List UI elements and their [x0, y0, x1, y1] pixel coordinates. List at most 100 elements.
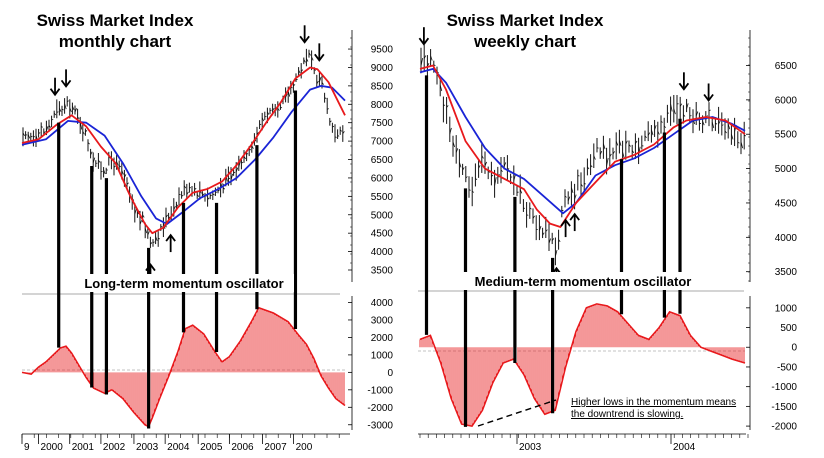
left-price-tick	[74, 108, 77, 113]
left-price-tick	[324, 97, 327, 100]
left-price-tick	[176, 203, 179, 207]
left-osc-ytick-label: 4000	[371, 298, 394, 309]
left-price-tick	[124, 174, 127, 178]
left-price-tick	[43, 131, 46, 134]
right-price-tick	[571, 187, 574, 194]
left-xtick-label: 2005	[200, 442, 223, 453]
left-price-ytick-label: 3500	[371, 266, 394, 277]
right-price-tick	[593, 155, 596, 160]
right-price-tick	[635, 140, 638, 144]
left-price-tick	[319, 77, 322, 83]
right-osc-line	[419, 303, 746, 427]
left-price-ytick-label: 7500	[371, 118, 394, 129]
left-osc-ytick-label: -1000	[367, 385, 393, 396]
right-price-tick	[599, 150, 603, 155]
right-price-tick	[478, 165, 481, 169]
left-price-ytick-label: 8000	[371, 100, 394, 111]
left-price-ytick-label: 6000	[371, 173, 394, 184]
left-price-tick	[144, 228, 148, 234]
right-price-tick	[663, 125, 667, 128]
left-price-tick	[85, 130, 88, 133]
right-price-tick	[481, 155, 484, 159]
left-down-arrow-icon	[299, 25, 310, 44]
right-price-tick	[673, 108, 676, 115]
right-price-ytick-label: 4000	[775, 233, 798, 244]
right-price-tick	[548, 238, 551, 244]
left-price-tick	[41, 126, 43, 128]
right-price-tick	[574, 194, 577, 200]
left-price-tick	[339, 129, 343, 132]
right-price-tick	[628, 144, 631, 147]
right-price-tick	[625, 140, 628, 145]
left-price-tick	[222, 187, 226, 190]
left-price-tick	[46, 126, 49, 131]
left-price-tick	[38, 132, 41, 134]
left-price-tick	[217, 189, 220, 192]
right-price-tick	[609, 153, 612, 157]
left-price-tick	[165, 214, 168, 218]
left-price-tick	[316, 80, 319, 85]
left-osc-ytick-label: -3000	[367, 420, 393, 431]
left-price-tick	[241, 161, 244, 164]
right-price-tick	[603, 143, 606, 150]
left-price-tick	[256, 132, 259, 135]
right-price-tick	[670, 103, 673, 112]
left-price-tick	[332, 125, 335, 128]
left-price-tick	[342, 131, 345, 134]
left-osc-label-bg	[74, 274, 294, 292]
left-price-tick	[139, 220, 142, 225]
left-price-tick	[311, 56, 314, 61]
left-xtick-label: 9	[24, 442, 30, 453]
right-price-tick	[487, 170, 491, 173]
right-up-arrow-icon	[569, 212, 580, 232]
left-osc-ytick-label: -2000	[367, 403, 393, 414]
left-price-tick	[155, 236, 158, 241]
right-price-tick	[695, 111, 699, 117]
left-price-tick	[147, 231, 150, 236]
right-oscillator-label: Medium-term momentum oscillator	[475, 274, 692, 289]
left-chart-subtitle: monthly chart	[59, 32, 172, 51]
left-price-tick	[314, 69, 316, 71]
left-price-ytick-label: 9500	[371, 45, 394, 56]
right-osc-ytick-label: -1500	[771, 402, 797, 413]
right-price-tick	[615, 141, 619, 146]
right-up-arrow-icon	[560, 218, 571, 238]
right-price-tick	[721, 124, 724, 126]
right-price-tick	[564, 195, 567, 198]
right-price-tick	[526, 214, 529, 216]
right-price-tick	[529, 207, 532, 210]
left-price-tick	[64, 103, 67, 110]
right-price-tick	[427, 62, 430, 67]
left-price-tick	[98, 159, 101, 163]
left-fast-ma-line	[21, 66, 346, 235]
right-price-tick	[420, 57, 423, 67]
right-osc-ytick-label: 1000	[775, 303, 798, 314]
left-price-tick	[306, 58, 309, 62]
left-xtick-label: 2003	[136, 442, 159, 453]
right-price-tick	[558, 239, 561, 242]
left-osc-ytick-label: 1000	[371, 350, 394, 361]
right-osc-ytick-label: -1000	[771, 382, 797, 393]
right-price-tick	[612, 151, 615, 155]
right-price-tick	[711, 121, 715, 129]
right-price-ytick-label: 5500	[775, 130, 798, 141]
right-price-tick	[587, 166, 590, 170]
right-price-tick	[446, 105, 449, 108]
left-down-arrow-icon	[314, 43, 325, 62]
left-price-ytick-label: 4000	[371, 247, 394, 258]
right-xtick-label: 2004	[673, 442, 696, 453]
left-price-tick	[77, 116, 80, 120]
left-price-tick	[308, 52, 311, 56]
right-price-tick	[727, 124, 731, 130]
left-down-arrow-icon	[60, 69, 72, 88]
right-price-tick	[686, 103, 689, 109]
left-price-tick	[134, 208, 137, 215]
left-price-tick	[285, 93, 288, 98]
left-xtick-label: 2004	[167, 442, 190, 453]
left-price-tick	[90, 151, 93, 155]
right-price-tick	[519, 189, 523, 194]
left-price-tick	[126, 182, 129, 185]
left-price-tick	[267, 111, 270, 115]
right-price-tick	[423, 55, 427, 59]
